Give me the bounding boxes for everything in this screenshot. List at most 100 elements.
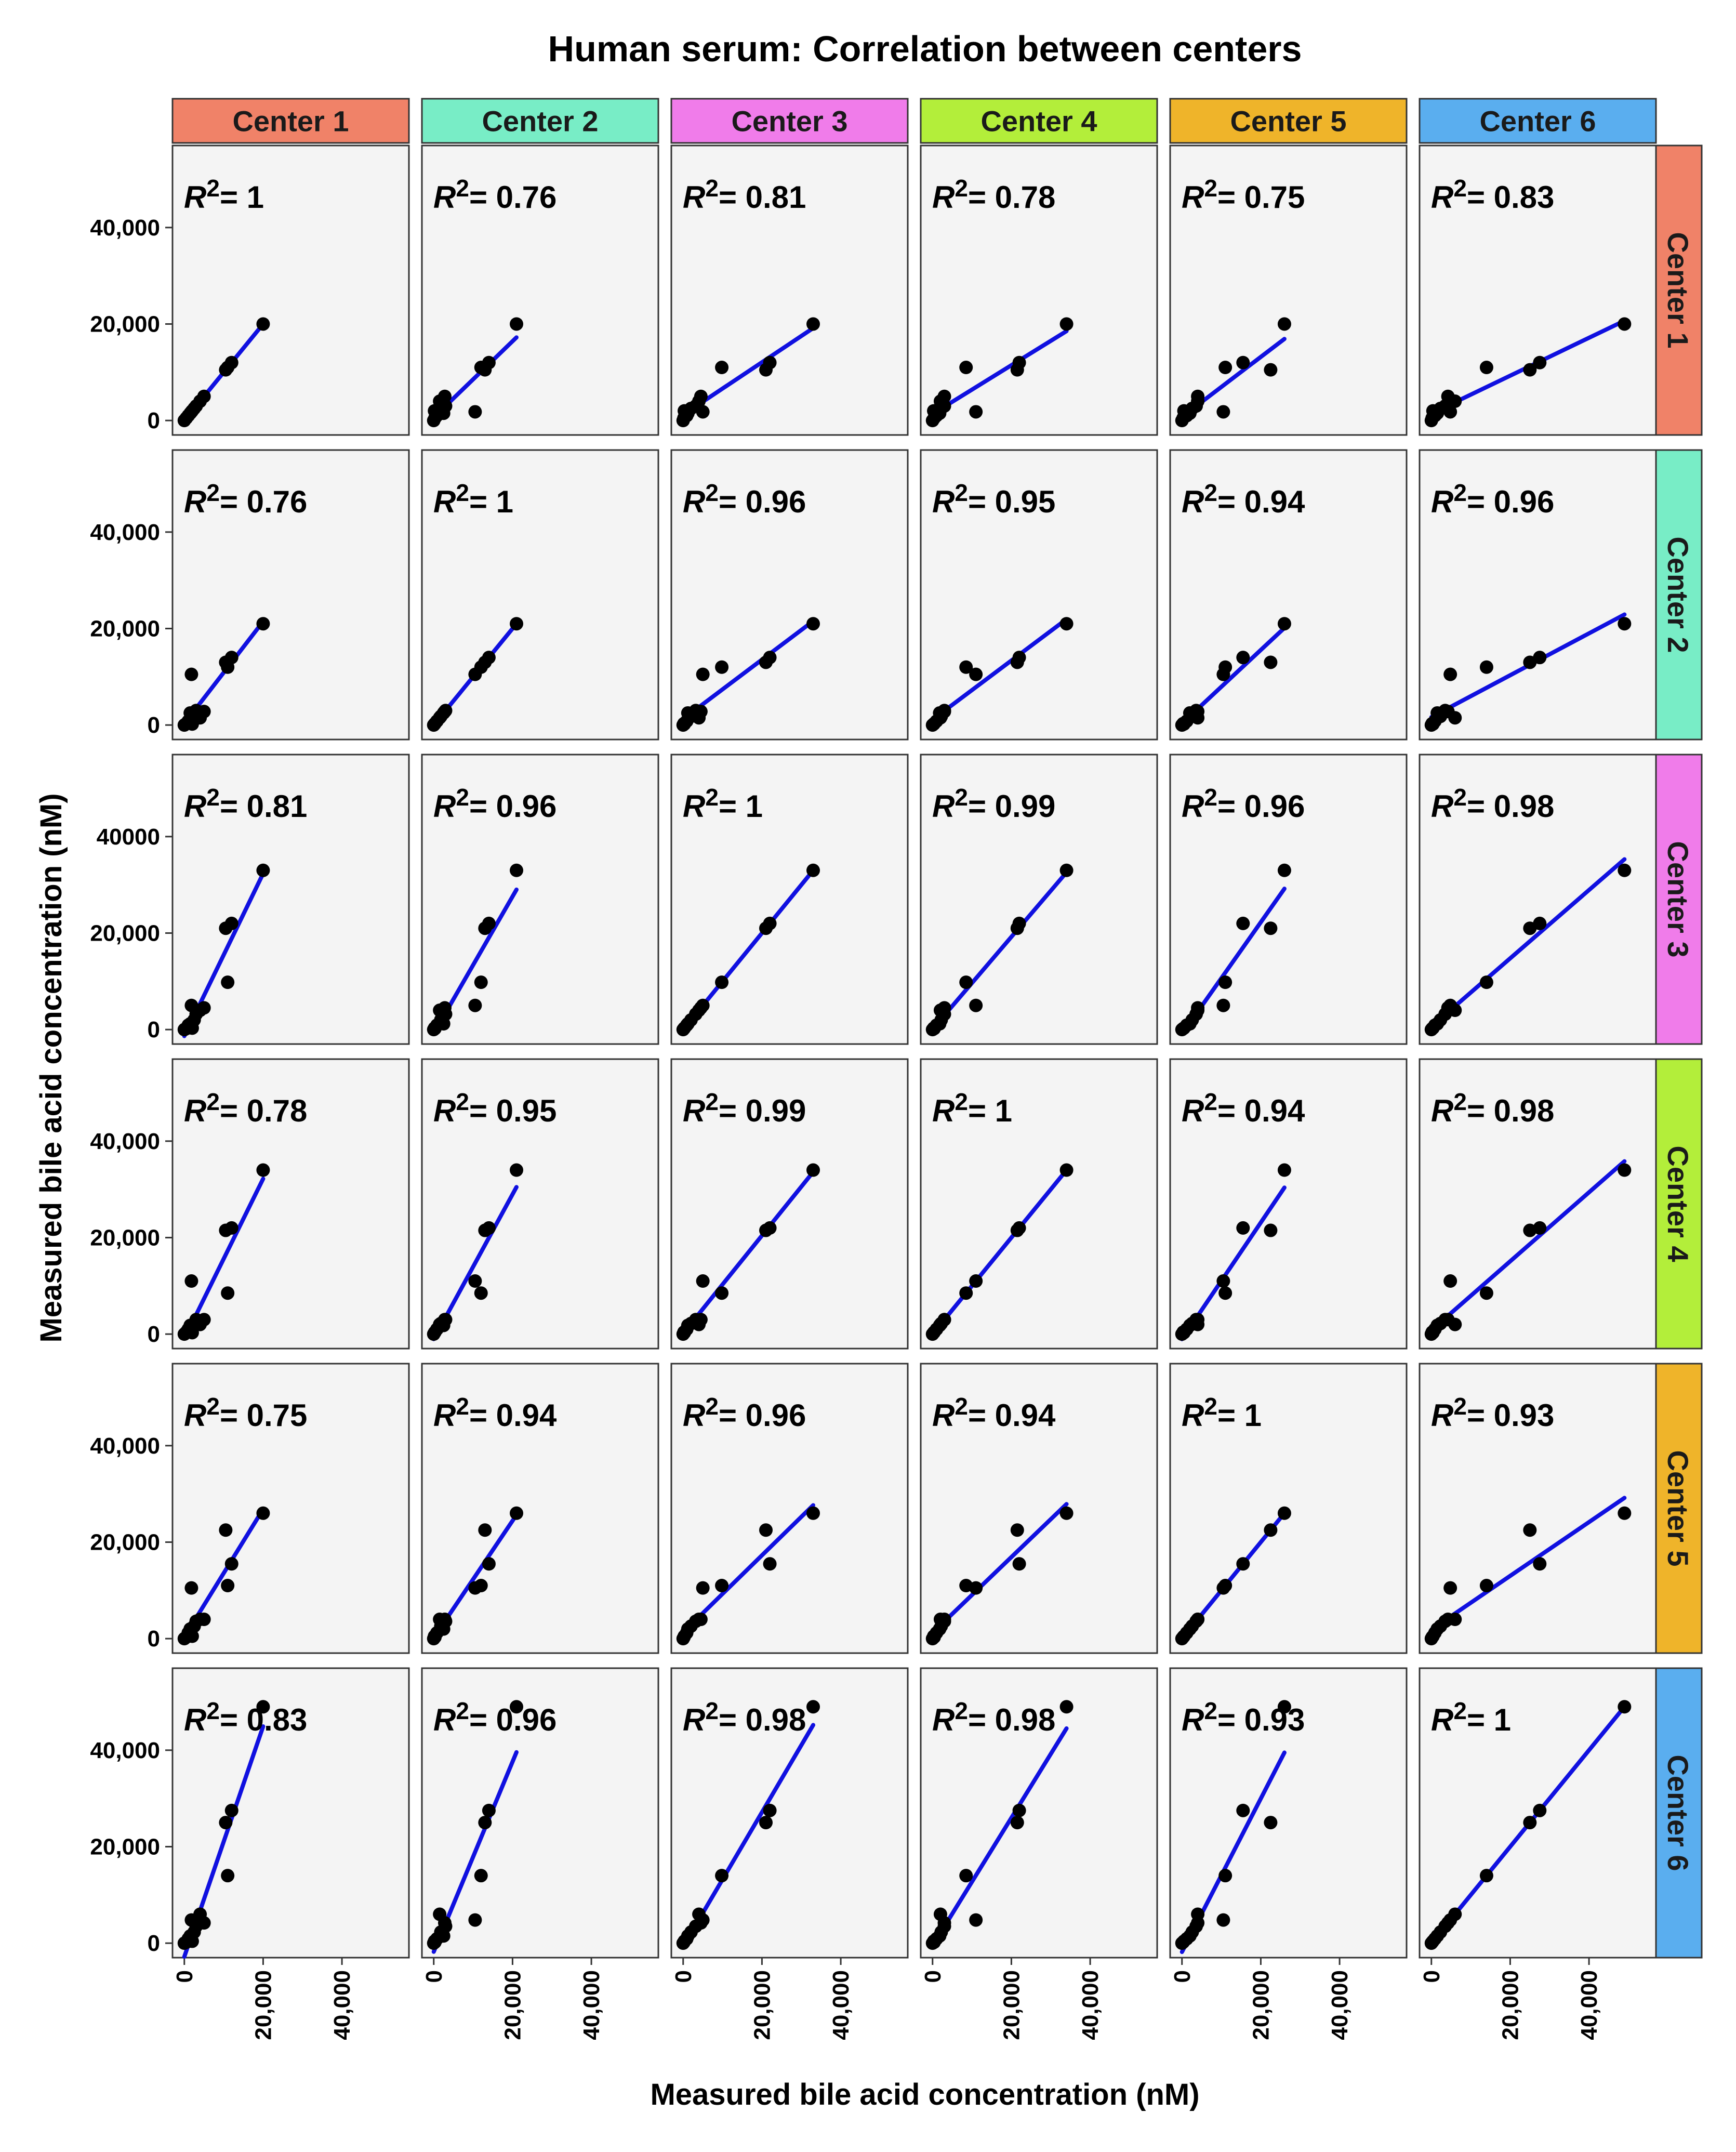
panel (670, 449, 909, 741)
x-tick-label: 40,000 (1327, 1970, 1353, 2040)
row-strip-label: Center 1 (1662, 232, 1694, 348)
x-tick-label: 20,000 (749, 1970, 775, 2040)
y-tick-label: 20,000 (90, 1834, 160, 1859)
regression-line (681, 1170, 815, 1336)
r-squared-label: R2= 0.98 (1431, 784, 1554, 824)
data-point (678, 1629, 692, 1643)
data-point (185, 1629, 199, 1643)
data-point (1479, 1869, 1493, 1883)
r-squared-label: R2= 0.96 (433, 784, 556, 824)
data-point (468, 998, 482, 1012)
r-squared-label: R2= 0.76 (433, 175, 556, 215)
data-point (1264, 655, 1278, 669)
data-point (478, 921, 492, 935)
data-point (1216, 667, 1230, 681)
x-tick-label: 0 (1170, 1970, 1195, 1983)
regression-line (681, 1723, 815, 1949)
y-tick-label: 0 (148, 712, 160, 738)
data-point (1479, 1286, 1493, 1300)
row-strip-label: Center 5 (1662, 1450, 1694, 1566)
r-squared-label: R2= 0.94 (932, 1393, 1056, 1433)
data-point (1443, 1274, 1457, 1288)
panel (670, 1667, 909, 1959)
column-strip (1169, 98, 1408, 144)
data-point (224, 1803, 238, 1817)
x-tick-label: 20,000 (1248, 1970, 1274, 2040)
panel (1419, 449, 1657, 741)
data-point (1479, 975, 1493, 989)
data-point (1479, 361, 1493, 375)
data-point (1533, 355, 1547, 369)
data-point (1443, 1581, 1457, 1595)
data-point (969, 998, 983, 1012)
x-tick-label: 40,000 (828, 1970, 854, 2040)
x-axis-label: Measured bile acid concentration (nM) (650, 2078, 1199, 2111)
data-point (959, 1869, 973, 1883)
data-point (1618, 317, 1632, 331)
data-point (1479, 1579, 1493, 1593)
data-point (1523, 655, 1537, 669)
r-squared-label: R2= 0.83 (184, 1697, 307, 1737)
panel (1419, 1058, 1657, 1350)
data-point (478, 1523, 492, 1537)
data-point (927, 1934, 941, 1948)
data-point (696, 1274, 710, 1288)
y-tick-label: 20,000 (90, 1529, 160, 1555)
x-tick-label: 40,000 (579, 1970, 604, 2040)
data-point (1618, 1163, 1632, 1177)
data-point (468, 667, 482, 681)
data-point (1216, 405, 1230, 419)
regression-line (930, 870, 1069, 1032)
data-point (184, 405, 198, 419)
data-point (197, 705, 211, 719)
data-point (184, 1274, 198, 1288)
regression-line (930, 1168, 1069, 1337)
r-squared-label: R2= 0.81 (683, 175, 806, 215)
data-point (1264, 1523, 1278, 1537)
panel (920, 449, 1158, 741)
y-tick-label: 40000 (97, 824, 160, 850)
panel (1419, 754, 1657, 1045)
row-strip-label: Center 3 (1662, 841, 1694, 957)
data-point (478, 1223, 492, 1237)
data-point (221, 1579, 235, 1593)
column-strip (920, 98, 1158, 144)
regression-line (930, 1726, 1069, 1948)
data-point (510, 863, 523, 877)
data-point (1177, 1326, 1191, 1340)
data-point (1010, 1816, 1024, 1830)
data-point (478, 363, 492, 377)
data-point (937, 1313, 951, 1327)
data-point (1277, 863, 1291, 877)
data-point (221, 1869, 235, 1883)
y-tick-label: 40,000 (90, 1433, 160, 1459)
panel (421, 1667, 659, 1959)
data-point (184, 667, 198, 681)
data-point (1059, 317, 1074, 331)
data-point (1443, 998, 1457, 1012)
data-point (1264, 921, 1278, 935)
data-point (184, 1581, 198, 1595)
data-point (197, 1001, 211, 1015)
r-squared-label: R2= 1 (683, 784, 763, 824)
row-strip-label: Center 2 (1662, 536, 1694, 653)
r-squared-label: R2= 0.95 (433, 1088, 556, 1128)
data-point (937, 1613, 951, 1627)
data-point (1264, 1223, 1278, 1237)
column-strip-label: Center 3 (731, 105, 847, 138)
data-point (759, 655, 773, 669)
regression-line (182, 1177, 266, 1341)
data-point (1264, 363, 1278, 377)
r-squared-label: R2= 0.98 (932, 1697, 1055, 1737)
data-point (474, 1869, 488, 1883)
data-point (1191, 705, 1205, 719)
data-point (1533, 1557, 1547, 1571)
data-point (256, 863, 270, 877)
regression-line (1429, 1496, 1627, 1632)
r-squared-label: R2= 1 (1182, 1393, 1262, 1433)
data-point (1236, 1557, 1250, 1571)
data-point (1177, 1021, 1191, 1035)
x-tick-label: 0 (1419, 1970, 1445, 1983)
data-point (1618, 1506, 1632, 1520)
data-point (1216, 1274, 1230, 1288)
